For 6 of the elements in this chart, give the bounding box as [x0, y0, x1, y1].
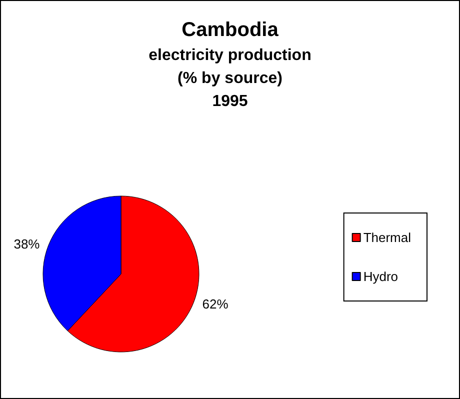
chart-subtitle: electricity production (% by source) 1995: [148, 47, 312, 110]
legend-label: Thermal: [363, 230, 412, 245]
legend-label: Hydro: [363, 269, 398, 284]
data-label: 62%: [202, 296, 229, 312]
chart-title: Cambodia: [182, 19, 280, 41]
data-label: 38%: [14, 236, 40, 252]
